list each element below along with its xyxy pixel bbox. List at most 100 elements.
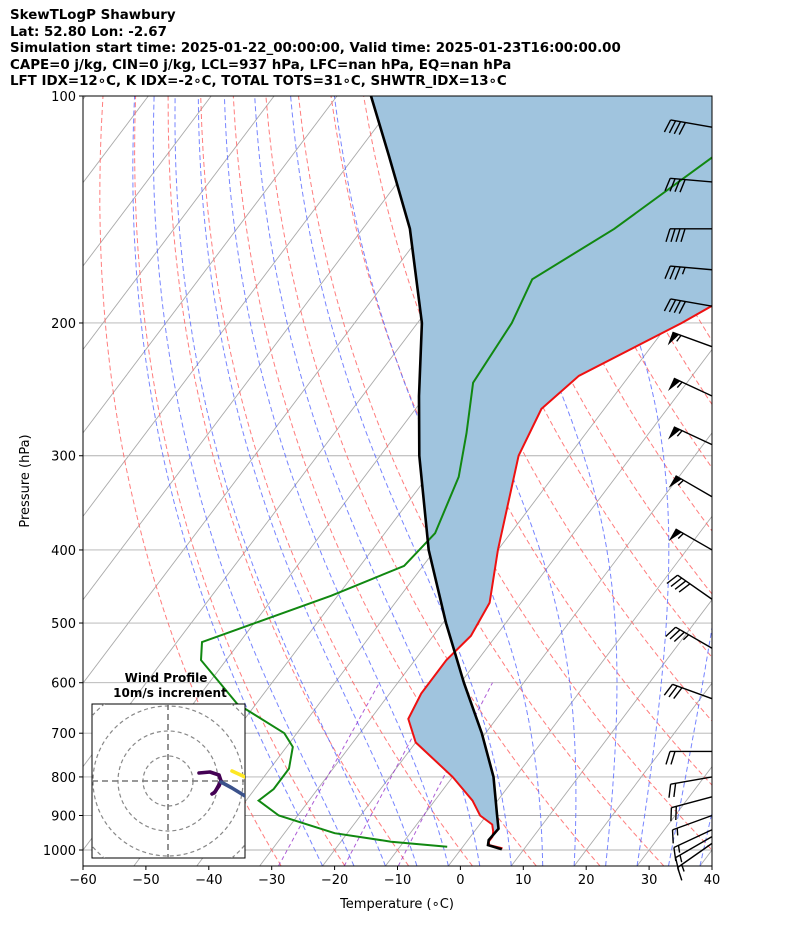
barb-half-flag <box>676 381 683 389</box>
x-tick-label: 40 <box>704 873 721 888</box>
dry-adiabat <box>755 96 794 866</box>
barb-flag <box>663 298 672 312</box>
barb-flag <box>678 301 687 314</box>
isotherm <box>83 96 464 601</box>
x-tick-label: −60 <box>69 873 96 888</box>
wind-barb <box>668 377 713 397</box>
dry-adiabat <box>493 96 712 532</box>
wind-barb <box>663 683 713 700</box>
moist-adiabat <box>290 96 512 866</box>
moist-adiabat <box>668 96 712 866</box>
wind-barb <box>665 750 713 765</box>
wind-barb <box>664 177 713 193</box>
parcel-path-line <box>369 96 503 851</box>
wind-barb <box>663 298 713 314</box>
barb-staff <box>672 331 713 348</box>
y-axis-label: Pressure (hPa) <box>18 434 33 527</box>
barb-staff <box>677 842 713 869</box>
hodograph-trace <box>210 779 223 796</box>
barb-flag <box>674 178 681 192</box>
barb-flag <box>669 266 676 280</box>
y-tick-label: 600 <box>51 677 76 692</box>
barb-flag <box>678 122 687 135</box>
barb-staff <box>670 119 713 128</box>
y-tick-label: 400 <box>51 544 76 559</box>
x-tick-label: −40 <box>195 873 222 888</box>
chart-header: SkewTLogP Shawbury Lat: 52.80 Lon: -2.67… <box>10 8 621 91</box>
isotherm <box>447 515 712 866</box>
y-tick-label: 500 <box>51 617 76 632</box>
x-tick-label: −20 <box>321 873 348 888</box>
barb-staff <box>670 177 713 183</box>
hodograph-trace <box>230 769 245 779</box>
barb-flag <box>670 751 676 765</box>
dry-adiabat <box>134 96 346 866</box>
x-tick-label: −10 <box>384 873 411 888</box>
moist-adiabat <box>174 96 386 866</box>
barb-flag <box>669 178 676 192</box>
barb-staff <box>671 796 713 809</box>
isotherm <box>510 598 712 866</box>
dry-adiabat <box>265 96 601 866</box>
x-tick-label: −30 <box>258 873 285 888</box>
dry-adiabat <box>787 96 794 866</box>
x-tick-label: 0 <box>456 873 464 888</box>
barb-staff <box>675 626 713 649</box>
dry-adiabat <box>167 96 410 866</box>
y-tick-label: 100 <box>51 90 76 105</box>
barb-flag <box>666 574 679 585</box>
simulation-times: Simulation start time: 2025-01-22_00:00:… <box>10 41 621 56</box>
barb-staff <box>672 814 713 831</box>
cin-shading <box>371 96 712 850</box>
barb-flag <box>673 631 685 643</box>
isotherm <box>83 96 338 434</box>
wind-barb <box>670 796 713 822</box>
isotherm <box>83 96 275 351</box>
moist-adiabat <box>223 96 449 866</box>
barb-flag <box>673 300 682 314</box>
barb-flag <box>663 119 672 133</box>
barb-staff <box>673 377 713 397</box>
isotherm <box>763 96 794 866</box>
station-title: SkewTLogP Shawbury <box>10 8 176 23</box>
barb-pennant <box>668 529 682 542</box>
barb-half-flag <box>677 845 681 853</box>
x-axis-label: Temperature (∘C) <box>339 897 454 912</box>
barb-pennant <box>668 426 681 440</box>
x-tick-label: −50 <box>132 873 159 888</box>
barb-staff <box>675 836 713 859</box>
y-axis-ticks: 100 200 300 400 500 600 700 800 900 1000 <box>43 90 83 859</box>
barb-half-flag <box>676 828 679 836</box>
wind-barbs <box>663 119 713 881</box>
barb-pennant <box>667 332 680 346</box>
x-axis-ticks: −60 −50 −40 −30 −20 −10 0 10 20 30 40 <box>69 866 720 888</box>
x-tick-label: 10 <box>515 873 532 888</box>
barb-flag <box>664 265 671 279</box>
dewpoint-line <box>199 156 712 848</box>
barb-flag <box>665 228 671 243</box>
wind-barb <box>664 265 713 280</box>
moist-adiabat <box>152 96 355 866</box>
stability-indices: LFT IDX=12∘C, K IDX=-2∘C, TOTAL TOTS=31∘… <box>10 74 507 89</box>
y-tick-label: 1000 <box>43 844 76 859</box>
dry-adiabat <box>722 96 794 866</box>
barb-half-flag <box>676 430 683 437</box>
barb-half-flag <box>676 334 682 342</box>
moist-adiabat <box>333 96 544 866</box>
barb-flag <box>668 685 678 698</box>
wind-barb <box>668 776 713 798</box>
station-coordinates: Lat: 52.80 Lon: -2.67 <box>10 24 167 40</box>
dry-adiabat <box>99 96 282 866</box>
barb-flag <box>665 626 677 638</box>
isotherm <box>83 96 401 518</box>
isotherm <box>573 682 712 866</box>
barb-flag <box>673 687 683 700</box>
wind-barb <box>667 331 713 348</box>
barb-staff <box>672 683 713 700</box>
barb-flag <box>669 629 681 640</box>
moist-adiabat <box>197 96 418 866</box>
temperature-line <box>407 304 712 850</box>
x-tick-label: 30 <box>641 873 658 888</box>
barb-flag <box>668 784 672 798</box>
